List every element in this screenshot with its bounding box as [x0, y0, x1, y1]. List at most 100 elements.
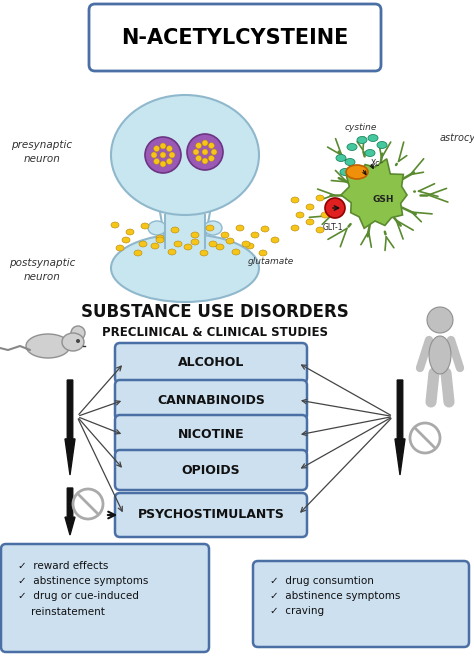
Circle shape	[160, 143, 166, 149]
Circle shape	[202, 149, 208, 155]
Ellipse shape	[306, 204, 314, 210]
Text: PRECLINICAL & CLINICAL STUDIES: PRECLINICAL & CLINICAL STUDIES	[102, 327, 328, 340]
Circle shape	[145, 137, 181, 173]
Ellipse shape	[111, 222, 119, 228]
Ellipse shape	[174, 241, 182, 247]
Circle shape	[166, 158, 173, 164]
Text: GSH: GSH	[372, 195, 394, 205]
FancyBboxPatch shape	[115, 450, 307, 490]
Ellipse shape	[377, 141, 387, 149]
Ellipse shape	[321, 212, 329, 218]
FancyBboxPatch shape	[115, 493, 307, 537]
Circle shape	[71, 326, 85, 340]
Circle shape	[196, 155, 201, 161]
Ellipse shape	[209, 241, 217, 247]
Circle shape	[427, 307, 453, 333]
Ellipse shape	[251, 232, 259, 238]
Ellipse shape	[139, 241, 147, 247]
Text: SUBSTANCE USE DISORDERS: SUBSTANCE USE DISORDERS	[81, 303, 349, 321]
FancyBboxPatch shape	[89, 4, 381, 71]
Ellipse shape	[168, 249, 176, 255]
Text: cystine: cystine	[345, 123, 377, 133]
Ellipse shape	[261, 226, 269, 232]
Ellipse shape	[204, 221, 222, 235]
Circle shape	[209, 143, 214, 149]
Text: NICOTINE: NICOTINE	[178, 428, 244, 442]
FancyArrow shape	[65, 380, 75, 475]
Circle shape	[196, 143, 201, 149]
Circle shape	[202, 158, 208, 164]
Ellipse shape	[191, 232, 199, 238]
FancyBboxPatch shape	[115, 415, 307, 455]
Ellipse shape	[246, 243, 254, 249]
Circle shape	[187, 134, 223, 170]
Text: postsynaptic
neuron: postsynaptic neuron	[9, 258, 75, 281]
Circle shape	[151, 152, 157, 158]
Circle shape	[154, 158, 160, 164]
Ellipse shape	[316, 227, 324, 233]
Ellipse shape	[126, 229, 134, 235]
FancyBboxPatch shape	[166, 220, 204, 248]
Ellipse shape	[291, 225, 299, 231]
FancyBboxPatch shape	[165, 212, 205, 248]
Ellipse shape	[232, 249, 240, 255]
Circle shape	[166, 145, 173, 151]
Ellipse shape	[259, 250, 267, 256]
Polygon shape	[341, 159, 407, 228]
Ellipse shape	[271, 237, 279, 243]
Ellipse shape	[206, 225, 214, 231]
FancyBboxPatch shape	[1, 544, 209, 652]
Ellipse shape	[291, 197, 299, 203]
Circle shape	[169, 152, 175, 158]
Text: glutamate: glutamate	[248, 257, 294, 267]
Ellipse shape	[296, 212, 304, 218]
Ellipse shape	[345, 159, 355, 165]
Ellipse shape	[151, 243, 159, 249]
Circle shape	[193, 149, 199, 155]
Ellipse shape	[242, 241, 250, 247]
Ellipse shape	[156, 237, 164, 243]
Text: Xc⁻: Xc⁻	[371, 159, 384, 169]
Circle shape	[160, 152, 166, 158]
Ellipse shape	[200, 250, 208, 256]
Ellipse shape	[111, 234, 259, 302]
Ellipse shape	[346, 165, 368, 179]
FancyBboxPatch shape	[253, 561, 469, 647]
Circle shape	[209, 155, 214, 161]
Ellipse shape	[357, 137, 367, 143]
Ellipse shape	[116, 245, 124, 251]
Ellipse shape	[148, 221, 166, 235]
Ellipse shape	[111, 95, 259, 215]
Ellipse shape	[141, 223, 149, 229]
Text: N-ACETYLCYSTEINE: N-ACETYLCYSTEINE	[121, 27, 349, 47]
Ellipse shape	[336, 155, 346, 161]
Ellipse shape	[122, 237, 130, 243]
Ellipse shape	[62, 333, 84, 351]
Circle shape	[160, 161, 166, 167]
FancyBboxPatch shape	[115, 343, 307, 383]
Ellipse shape	[221, 232, 229, 238]
Text: GLT-1: GLT-1	[323, 223, 343, 233]
Ellipse shape	[184, 244, 192, 250]
Text: astrocyte: astrocyte	[440, 133, 474, 143]
Ellipse shape	[429, 336, 451, 374]
Ellipse shape	[316, 195, 324, 201]
Circle shape	[211, 149, 217, 155]
Text: ALCOHOL: ALCOHOL	[178, 356, 244, 370]
Ellipse shape	[340, 169, 350, 175]
Text: OPIOIDS: OPIOIDS	[182, 464, 240, 476]
FancyBboxPatch shape	[115, 380, 307, 420]
Ellipse shape	[156, 235, 164, 241]
Ellipse shape	[191, 239, 199, 245]
FancyArrow shape	[395, 380, 405, 475]
Text: presynaptic
neuron: presynaptic neuron	[11, 140, 73, 163]
Circle shape	[202, 140, 208, 146]
Circle shape	[76, 339, 80, 343]
FancyArrow shape	[65, 488, 75, 535]
Text: ✓  reward effects
✓  abstinence symptoms
✓  drug or cue-induced
    reinstatemen: ✓ reward effects ✓ abstinence symptoms ✓…	[18, 561, 148, 616]
Ellipse shape	[216, 244, 224, 250]
Circle shape	[154, 145, 160, 151]
Text: PSYCHOSTIMULANTS: PSYCHOSTIMULANTS	[137, 508, 284, 522]
Ellipse shape	[347, 143, 357, 151]
Text: ✓  drug consumtion
✓  abstinence symptoms
✓  craving: ✓ drug consumtion ✓ abstinence symptoms …	[270, 576, 401, 616]
